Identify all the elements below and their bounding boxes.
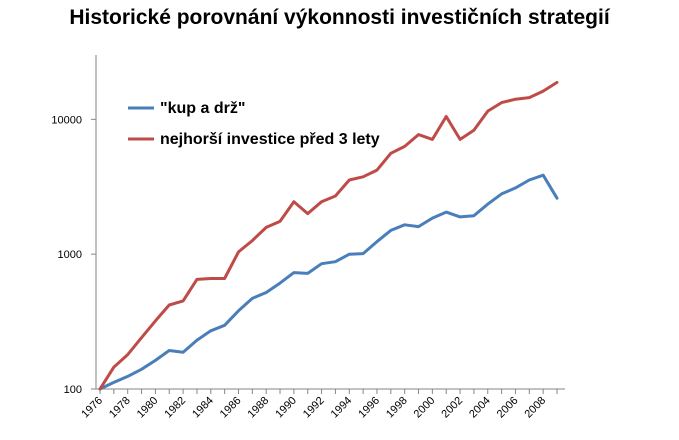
- series-line-2: [98, 80, 559, 391]
- x-tick-label: 2006: [495, 395, 521, 421]
- x-tick-label: 1988: [246, 395, 272, 421]
- x-tick-label: 2004: [467, 395, 493, 421]
- x-tick-label: 1998: [384, 395, 410, 421]
- y-tick-label: 1000: [58, 249, 82, 261]
- x-tick-label: 1994: [329, 395, 355, 421]
- x-tick-label: 1990: [273, 395, 299, 421]
- y-tick-label: 10000: [51, 114, 82, 126]
- legend-label: "kup a drž": [160, 100, 245, 117]
- legend: "kup a drž" nejhorší investice před 3 let…: [128, 100, 380, 148]
- x-tick-label: 1992: [301, 395, 327, 421]
- x-tick-label: 1986: [218, 395, 244, 421]
- x-tick-label: 1978: [107, 395, 133, 421]
- series-line-1: [98, 173, 559, 391]
- y-tick-label: 100: [64, 384, 82, 396]
- series-lines: [98, 80, 559, 391]
- x-tick-label: 1976: [79, 395, 105, 421]
- x-tick-label: 1982: [162, 395, 188, 421]
- chart-title: Historické porovnání výkonnosti investič…: [69, 6, 610, 29]
- legend-label: nejhorší investice před 3 lety: [160, 131, 380, 148]
- x-tick-label: 1980: [135, 395, 161, 421]
- x-tick-label: 1996: [356, 395, 382, 421]
- x-tick-label: 2000: [412, 395, 438, 421]
- x-tick-label: 2008: [522, 395, 548, 421]
- x-tick-label: 2002: [439, 395, 465, 421]
- x-tick-label: 1984: [190, 395, 216, 421]
